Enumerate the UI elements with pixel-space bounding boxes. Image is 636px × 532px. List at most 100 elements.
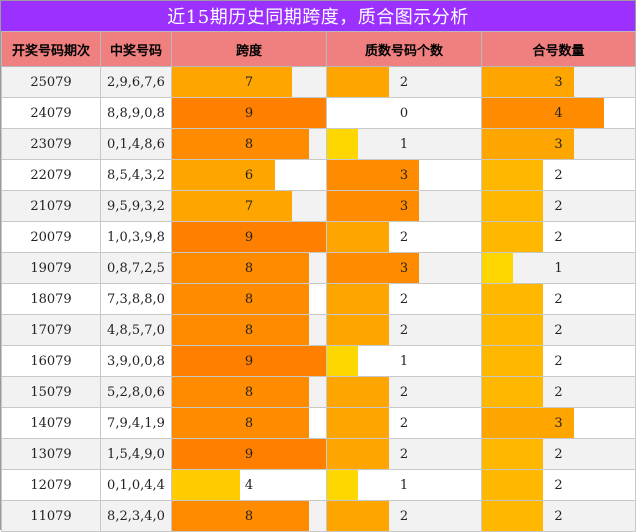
table-row: 17079 4,8,5,7,0 8 2 2: [1, 314, 636, 346]
span-bar: 8: [171, 283, 327, 315]
composite-count-bar-fill: [482, 439, 544, 469]
composite-count-bar: 3: [481, 66, 636, 98]
prime-count-bar: 2: [326, 438, 482, 470]
column-header-issue: 开奖号码期次: [1, 31, 101, 67]
span-bar-fill: [172, 98, 326, 128]
winning-numbers-cell: 0,1,4,8,6: [100, 128, 172, 160]
prime-count-bar-value: 2: [399, 229, 409, 245]
span-bar-fill: [172, 284, 309, 314]
prime-count-bar-value: 2: [399, 446, 409, 462]
prime-count-bar: 0: [326, 97, 482, 129]
composite-count-bar: 2: [481, 221, 636, 253]
span-bar-fill: [172, 222, 326, 252]
composite-count-bar-fill: [482, 129, 574, 159]
table-row: 24079 8,8,9,0,8 9 0 4: [1, 97, 636, 129]
table-row: 14079 7,9,4,1,9 8 2 3: [1, 407, 636, 439]
composite-count-bar-value: 4: [554, 105, 563, 121]
composite-count-bar-fill: [482, 470, 544, 500]
composite-count-bar-fill: [482, 315, 544, 345]
composite-count-bar: 2: [481, 438, 636, 470]
prime-count-bar-fill: [327, 191, 420, 221]
issue-cell: 23079: [1, 128, 101, 160]
column-header-composite-count: 合号数量: [481, 31, 636, 67]
issue-cell: 22079: [1, 159, 101, 191]
issue-cell: 12079: [1, 469, 101, 501]
table-row: 11079 8,2,3,4,0 8 2 2: [1, 500, 636, 532]
composite-count-bar-fill: [482, 377, 544, 407]
composite-count-bar-value: 3: [554, 415, 563, 431]
prime-count-bar: 2: [326, 66, 482, 98]
prime-count-bar: 3: [326, 159, 482, 191]
span-bar-fill: [172, 346, 326, 376]
span-bar-value: 9: [244, 229, 254, 245]
composite-count-bar-fill: [482, 284, 544, 314]
winning-numbers-cell: 5,2,8,0,6: [100, 376, 172, 408]
composite-count-bar-value: 1: [554, 260, 563, 276]
composite-count-bar-value: 2: [554, 198, 563, 214]
prime-count-bar-value: 2: [399, 384, 409, 400]
prime-count-bar: 2: [326, 407, 482, 439]
prime-count-bar-fill: [327, 346, 358, 376]
span-bar: 8: [171, 500, 327, 532]
issue-cell: 20079: [1, 221, 101, 253]
table-row: 19079 0,8,7,2,5 8 3 1: [1, 252, 636, 284]
composite-count-bar: 2: [481, 469, 636, 501]
composite-count-bar: 4: [481, 97, 636, 129]
composite-count-bar-fill: [482, 160, 544, 190]
winning-numbers-cell: 7,9,4,1,9: [100, 407, 172, 439]
prime-count-bar-fill: [327, 222, 389, 252]
winning-numbers-cell: 0,8,7,2,5: [100, 252, 172, 284]
span-bar: 8: [171, 407, 327, 439]
issue-cell: 21079: [1, 190, 101, 222]
composite-count-bar: 2: [481, 345, 636, 377]
column-header-prime-count: 质数号码个数: [326, 31, 482, 67]
span-bar-fill: [172, 439, 326, 469]
composite-count-bar: 2: [481, 190, 636, 222]
header-row: 开奖号码期次 中奖号码 跨度 质数号码个数 合号数量: [1, 31, 636, 67]
span-bar: 4: [171, 469, 327, 501]
span-bar: 9: [171, 345, 327, 377]
issue-cell: 13079: [1, 438, 101, 470]
issue-cell: 19079: [1, 252, 101, 284]
table-row: 18079 7,3,8,8,0 8 2 2: [1, 283, 636, 315]
winning-numbers-cell: 8,2,3,4,0: [100, 500, 172, 532]
span-bar-fill: [172, 253, 309, 283]
prime-count-bar-fill: [327, 408, 389, 438]
composite-count-bar: 2: [481, 376, 636, 408]
prime-count-bar-fill: [327, 439, 389, 469]
prime-count-bar-value: 2: [399, 508, 409, 524]
prime-count-bar-fill: [327, 284, 389, 314]
span-bar: 9: [171, 97, 327, 129]
span-bar: 7: [171, 66, 327, 98]
span-bar-value: 8: [244, 136, 254, 152]
issue-cell: 14079: [1, 407, 101, 439]
composite-count-bar-value: 3: [554, 136, 563, 152]
column-header-numbers: 中奖号码: [100, 31, 172, 67]
winning-numbers-cell: 8,5,4,3,2: [100, 159, 172, 191]
span-bar-value: 8: [244, 291, 254, 307]
span-bar-fill: [172, 408, 309, 438]
prime-count-bar-fill: [327, 377, 389, 407]
prime-count-bar: 1: [326, 345, 482, 377]
winning-numbers-cell: 1,0,3,9,8: [100, 221, 172, 253]
span-bar-fill: [172, 315, 309, 345]
prime-count-bar-fill: [327, 501, 389, 531]
span-bar-value: 9: [244, 446, 254, 462]
span-bar-value: 6: [244, 167, 254, 183]
span-bar-fill: [172, 129, 309, 159]
winning-numbers-cell: 9,5,9,3,2: [100, 190, 172, 222]
composite-count-bar: 2: [481, 283, 636, 315]
prime-count-bar-fill: [327, 470, 358, 500]
prime-count-bar-value: 2: [399, 415, 409, 431]
composite-count-bar-fill: [482, 222, 544, 252]
span-bar-value: 8: [244, 508, 254, 524]
prime-count-bar-fill: [327, 67, 389, 97]
winning-numbers-cell: 4,8,5,7,0: [100, 314, 172, 346]
table-row: 13079 1,5,4,9,0 9 2 2: [1, 438, 636, 470]
prime-count-bar-value: 3: [399, 260, 409, 276]
composite-count-bar-value: 2: [554, 291, 563, 307]
prime-count-bar: 1: [326, 469, 482, 501]
span-bar-value: 8: [244, 260, 254, 276]
table-row: 23079 0,1,4,8,6 8 1 3: [1, 128, 636, 160]
